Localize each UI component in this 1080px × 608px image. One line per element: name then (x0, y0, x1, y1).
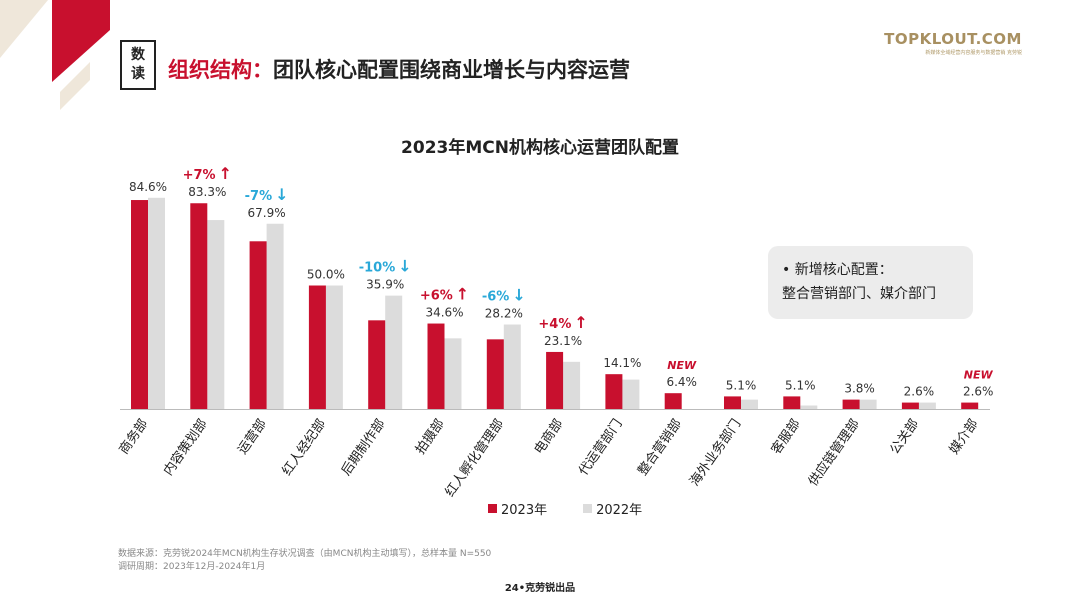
value-label-11: 5.1% (785, 378, 816, 392)
value-label-6: 28.2% (485, 307, 523, 321)
change-annotation-6: -6% ↓ (482, 286, 526, 305)
change-annotation-4: -10% ↓ (359, 257, 412, 276)
bar-2023-11 (783, 396, 801, 409)
category-label-5: 拍摄部 (413, 417, 448, 458)
chart-legend: 2023年 2022年 (488, 499, 642, 518)
data-source-note: 数据来源：克劳锐2024年MCN机构生存状况调查（由MCN机构主动填写），总样本… (118, 548, 491, 574)
page-label: 24•克劳锐出品 (504, 583, 576, 594)
badge-char-1: 数 (131, 47, 145, 63)
value-label-0: 84.6% (129, 180, 167, 194)
bar-2023-14 (961, 402, 979, 409)
change-annotation-9: NEW (667, 359, 697, 372)
legend-swatch-2023 (488, 504, 497, 513)
value-label-1: 83.3% (188, 185, 226, 199)
headline-text: 团队核心配置围绕商业增长与内容运营 (273, 58, 630, 82)
logo-wordmark: TOPKLOUT.COM (884, 30, 1022, 48)
bar-2022-5 (444, 338, 462, 409)
page-headline: 组织结构：团队核心配置围绕商业增长与内容运营 (168, 54, 630, 84)
bar-2022-12 (859, 399, 877, 409)
change-annotation-7: +4% ↑ (538, 313, 587, 332)
change-annotation-14: NEW (964, 369, 994, 382)
logo-tagline: 新媒体全域经营内容服务与数据营销 克劳锐 (925, 50, 1022, 56)
corner-decoration (0, 0, 110, 110)
callout-line-1: • 新增核心配置： (782, 262, 893, 278)
bar-2023-12 (842, 399, 860, 409)
bar-2022-2 (266, 223, 284, 409)
value-label-2: 67.9% (248, 206, 286, 220)
change-arrow-2: ↓ (275, 185, 288, 204)
callout-line-2: 整合营销部门、媒介部门 (782, 286, 936, 302)
value-label-14: 2.6% (963, 385, 994, 399)
bar-2023-0 (131, 200, 148, 409)
bar-2023-10 (724, 396, 741, 409)
change-arrow-5: ↑ (456, 285, 469, 304)
source-line-1: 数据来源：克劳锐2024年MCN机构生存状况调查（由MCN机构主动填写），总样本… (118, 549, 492, 559)
bar-2022-0 (148, 197, 165, 409)
bar-2023-2 (249, 241, 267, 409)
legend-item-2022: 2022年 (583, 499, 642, 518)
value-label-7: 23.1% (544, 334, 582, 348)
legend-item-2023: 2023年 (488, 499, 547, 518)
bar-2023-13 (901, 402, 919, 409)
value-label-8: 14.1% (603, 356, 641, 370)
bar-2023-9 (664, 393, 682, 409)
bar-2023-6 (486, 339, 504, 409)
bar-2022-3 (325, 285, 343, 409)
category-label-13: 公关部 (888, 417, 923, 458)
category-label-1: 内容策划部 (160, 416, 210, 478)
change-arrow-4: ↓ (398, 257, 411, 276)
bar-2023-3 (308, 285, 326, 409)
category-label-12: 供应链管理部 (805, 416, 863, 489)
bar-2022-13 (918, 402, 936, 409)
category-label-8: 代运营部门 (576, 417, 626, 479)
bar-2022-6 (503, 324, 521, 409)
value-label-9: 6.4% (666, 375, 697, 389)
bar-2023-4 (368, 320, 386, 409)
value-label-13: 2.6% (904, 385, 935, 399)
bar-2022-7 (563, 361, 581, 409)
category-label-11: 客服部 (768, 416, 803, 457)
category-label-14: 媒介部 (947, 417, 982, 458)
change-arrow-6: ↓ (512, 286, 525, 305)
change-annotation-1: +7% ↑ (183, 164, 232, 183)
topklout-logo: TOPKLOUT.COM 新媒体全域经营内容服务与数据营销 克劳锐 (884, 30, 1022, 56)
bar-2023-8 (605, 374, 623, 409)
bar-2022-4 (385, 295, 403, 409)
category-label-3: 红人经纪部 (279, 416, 329, 478)
shudu-badge: 数 读 (120, 40, 156, 90)
category-label-10: 海外业务部门 (686, 416, 744, 489)
legend-label-2023: 2023年 (501, 503, 548, 518)
value-label-10: 5.1% (726, 378, 757, 392)
value-label-5: 34.6% (425, 306, 463, 320)
source-line-2: 调研周期：2023年12月-2024年1月 (118, 562, 266, 572)
value-label-3: 50.0% (307, 268, 345, 282)
category-label-0: 商务部 (116, 416, 151, 457)
bar-2023-7 (546, 351, 564, 409)
value-label-12: 3.8% (844, 382, 875, 396)
bar-2022-11 (800, 405, 818, 409)
bar-2022-8 (622, 379, 640, 409)
bar-2023-1 (190, 203, 208, 409)
bar-2022-10 (741, 399, 758, 409)
category-label-4: 后期制作部 (339, 417, 389, 479)
change-annotation-2: -7% ↓ (245, 185, 289, 204)
headline-prefix: 组织结构： (168, 58, 273, 82)
category-label-6: 红人孵化管理部 (442, 416, 507, 500)
new-config-callout: • 新增核心配置： 整合营销部门、媒介部门 (768, 246, 973, 319)
category-label-2: 运营部 (235, 417, 270, 458)
legend-swatch-2022 (583, 504, 593, 513)
legend-label-2022: 2022年 (596, 503, 643, 518)
bar-2022-1 (207, 220, 225, 409)
category-label-9: 整合营销部 (635, 417, 685, 479)
change-arrow-1: ↑ (219, 164, 232, 183)
badge-char-2: 读 (131, 66, 145, 82)
value-label-4: 35.9% (366, 278, 404, 292)
bar-2023-5 (427, 323, 445, 409)
chart-title: 2023年MCN机构核心运营团队配置 (401, 138, 679, 158)
change-annotation-5: +6% ↑ (420, 285, 469, 304)
category-label-7: 电商部 (532, 417, 567, 458)
change-arrow-7: ↑ (574, 313, 587, 332)
